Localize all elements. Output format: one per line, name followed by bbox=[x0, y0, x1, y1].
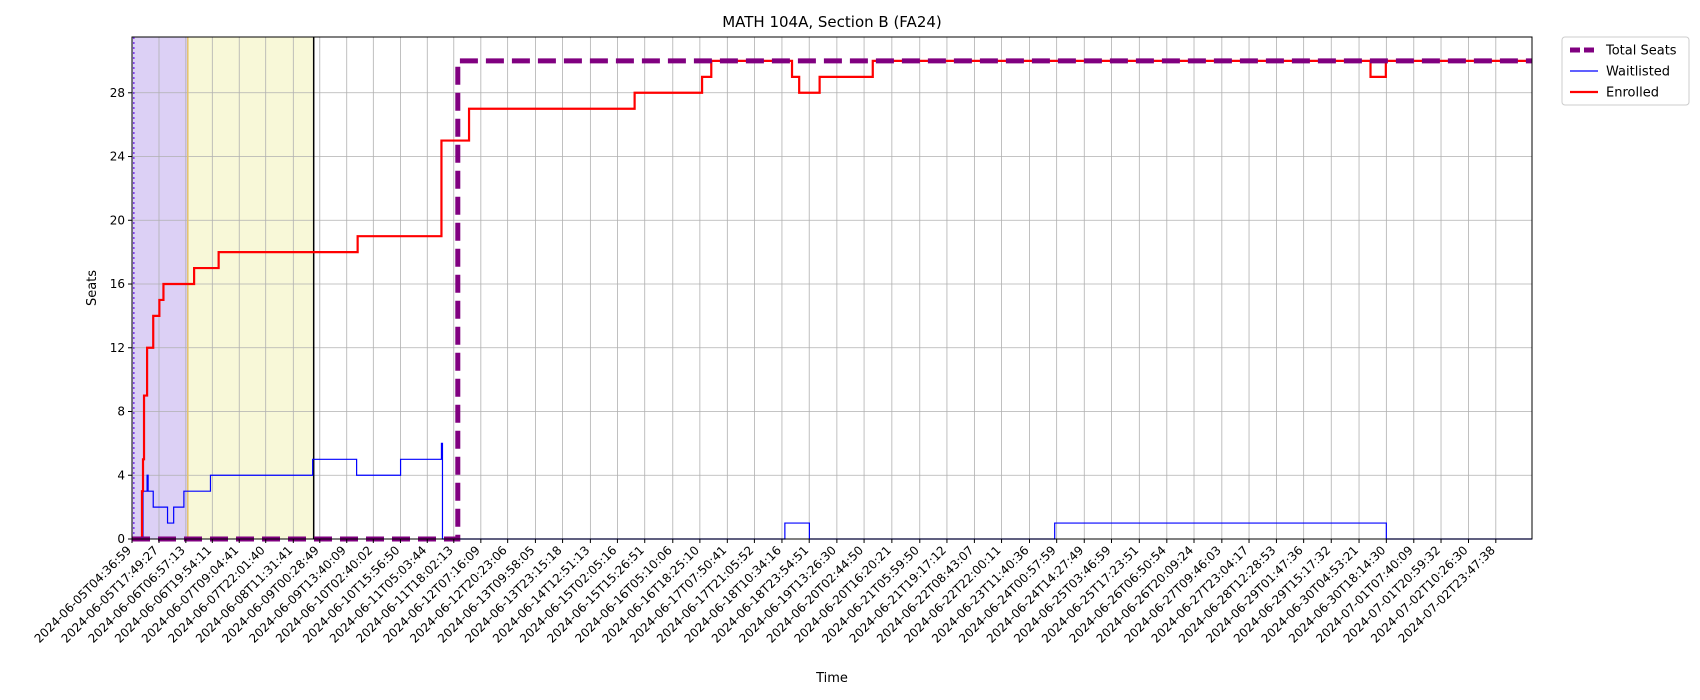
legend: Total Seats Waitlisted Enrolled bbox=[1561, 36, 1690, 106]
y-tick-label: 28 bbox=[110, 86, 125, 100]
y-tick-label: 12 bbox=[110, 341, 125, 355]
y-tick-label: 8 bbox=[117, 405, 125, 419]
series-line-waitlisted bbox=[132, 442, 1532, 540]
y-tick-label: 20 bbox=[110, 213, 125, 227]
legend-label: Enrolled bbox=[1606, 86, 1659, 101]
x-axis-label: Time bbox=[815, 671, 848, 686]
y-tick-label: 16 bbox=[110, 277, 125, 291]
series-line-enrolled bbox=[132, 59, 1532, 541]
shaded-span bbox=[132, 37, 188, 539]
legend-label: Waitlisted bbox=[1606, 65, 1670, 80]
y-axis-label: Seats bbox=[85, 270, 100, 306]
y-tick-label: 0 bbox=[117, 532, 125, 546]
y-tick-label: 24 bbox=[110, 150, 125, 164]
plot-frame bbox=[131, 36, 1533, 540]
chart-title: MATH 104A, Section B (FA24) bbox=[722, 13, 942, 31]
plot-background bbox=[132, 37, 1532, 539]
legend-box bbox=[1561, 36, 1690, 106]
legend-label: Total Seats bbox=[1605, 44, 1677, 59]
shaded-span bbox=[187, 37, 314, 539]
y-tick-label: 4 bbox=[117, 468, 125, 482]
